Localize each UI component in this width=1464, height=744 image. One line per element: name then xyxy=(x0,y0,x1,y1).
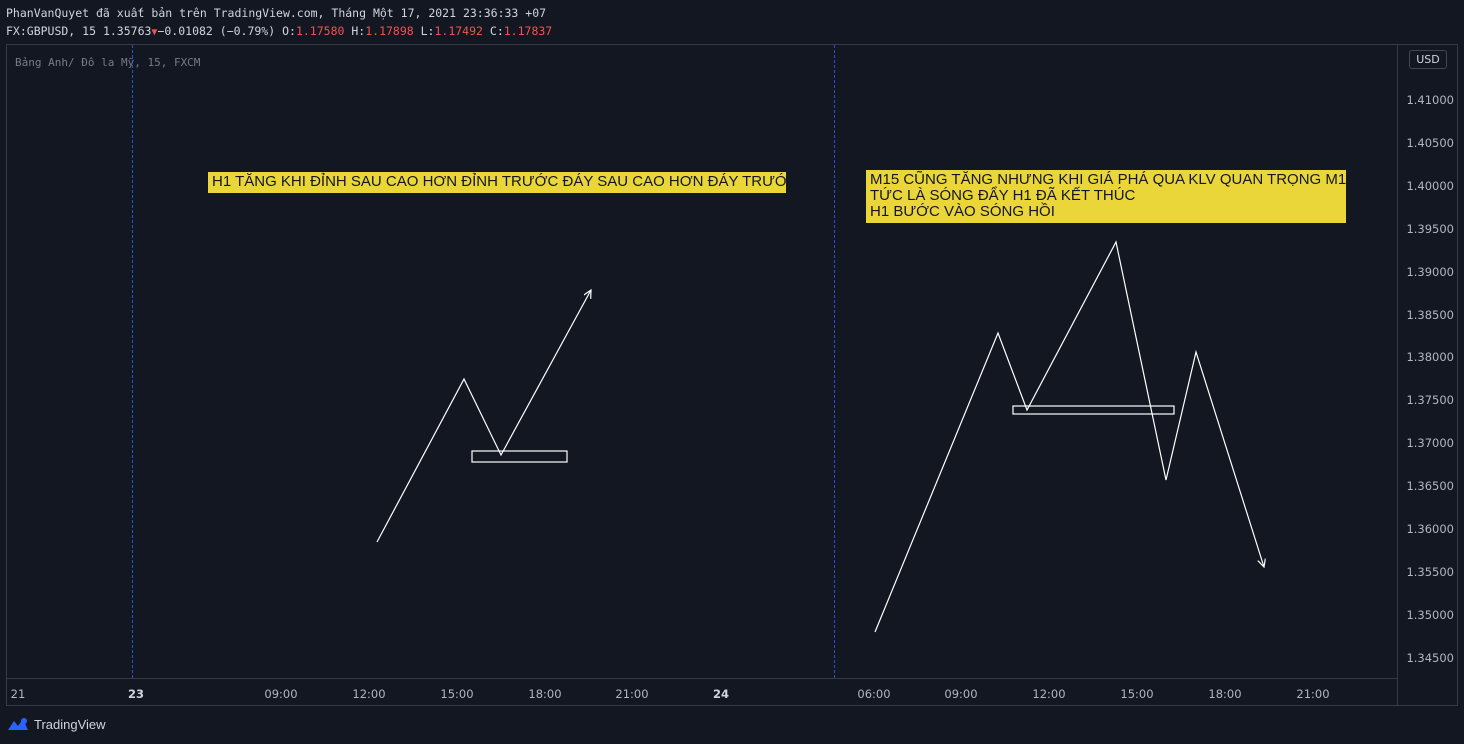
price-axis-label: 1.35500 xyxy=(1406,564,1454,579)
time-axis-label: 18:00 xyxy=(1208,687,1242,701)
low-label: L: xyxy=(420,24,435,38)
tradingview-wordmark: TradingView xyxy=(34,716,106,732)
price-axis-label: 1.37000 xyxy=(1406,436,1454,451)
time-axis-separator xyxy=(6,678,1398,679)
symbol-ohlc-bar: FX:GBPUSD, 15 1.35763▼−0.01082 (−0.79%) … xyxy=(6,24,552,38)
price-axis-label: 1.39000 xyxy=(1406,264,1454,279)
chart-pane[interactable] xyxy=(6,44,1458,706)
last-price: 1.35763 xyxy=(102,24,152,38)
m15-break-note[interactable]: M15 CŨNG TĂNG NHƯNG KHI GIÁ PHÁ QUA KLV … xyxy=(866,170,1355,223)
time-axis-label: 12:00 xyxy=(1032,687,1066,701)
price-axis-label: 1.36500 xyxy=(1406,479,1454,494)
time-axis-label: 18:00 xyxy=(528,687,562,701)
price-axis-label: 1.38500 xyxy=(1406,307,1454,322)
time-axis-label: 15:00 xyxy=(1120,687,1154,701)
price-axis-label: 1.36000 xyxy=(1406,522,1454,536)
price-axis-label: 1.40500 xyxy=(1406,135,1454,150)
h1-key-level-rectangle[interactable] xyxy=(471,450,568,463)
time-axis-label: 24 xyxy=(712,687,730,701)
symbol-label[interactable]: FX:GBPUSD, 15 xyxy=(6,24,97,38)
h1-trend-note[interactable]: H1 TĂNG KHI ĐỈNH SAU CAO HƠN ĐỈNH TRƯỚC … xyxy=(208,172,799,193)
m15-zigzag-arrow[interactable] xyxy=(874,240,1264,633)
low-value: 1.17492 xyxy=(434,24,483,38)
price-axis-label: 1.35000 xyxy=(1406,607,1454,622)
time-axis-label: 21 xyxy=(10,687,26,701)
time-axis-label: 09:00 xyxy=(944,687,978,701)
time-axis-label: 21:00 xyxy=(1296,687,1330,701)
session-break-line xyxy=(132,45,133,678)
series-legend[interactable]: Bảng Anh/ Đô la Mỹ, 15, FXCM xyxy=(15,56,201,69)
close-value: 1.17837 xyxy=(503,24,553,38)
m15-key-level-rectangle[interactable] xyxy=(1012,405,1175,415)
high-value: 1.17898 xyxy=(365,24,414,38)
price-axis-label: 1.34500 xyxy=(1406,650,1454,665)
time-axis-label: 12:00 xyxy=(352,687,386,701)
price-axis-label: 1.38000 xyxy=(1406,350,1454,365)
currency-badge[interactable]: USD xyxy=(1409,50,1447,69)
session-break-line xyxy=(834,45,835,678)
high-label: H: xyxy=(351,24,366,38)
price-change: −0.01082 (−0.79%) xyxy=(157,24,276,38)
price-axis-separator xyxy=(1397,44,1398,706)
tradingview-logo[interactable]: TradingView xyxy=(6,716,106,732)
open-label: O: xyxy=(282,24,296,38)
price-axis-label: 1.37500 xyxy=(1406,393,1454,408)
down-arrow-icon: ▼ xyxy=(151,27,158,38)
price-axis-label: 1.39500 xyxy=(1406,221,1454,236)
tradingview-cloud-icon xyxy=(8,718,28,730)
close-label: C: xyxy=(489,24,504,38)
time-axis-label: 23 xyxy=(127,687,145,701)
h1-uptrend-zigzag-arrow[interactable] xyxy=(376,290,591,543)
price-axis-label: 1.40000 xyxy=(1406,178,1454,193)
price-axis-label: 1.41000 xyxy=(1406,93,1454,107)
time-axis-label: 09:00 xyxy=(264,687,298,701)
time-axis-label: 15:00 xyxy=(440,687,474,701)
time-axis-label: 06:00 xyxy=(857,687,891,701)
time-axis-label: 21:00 xyxy=(615,687,649,701)
publish-info: PhanVanQuyet đã xuất bản trên TradingVie… xyxy=(6,6,547,20)
open-value: 1.17580 xyxy=(295,24,345,38)
